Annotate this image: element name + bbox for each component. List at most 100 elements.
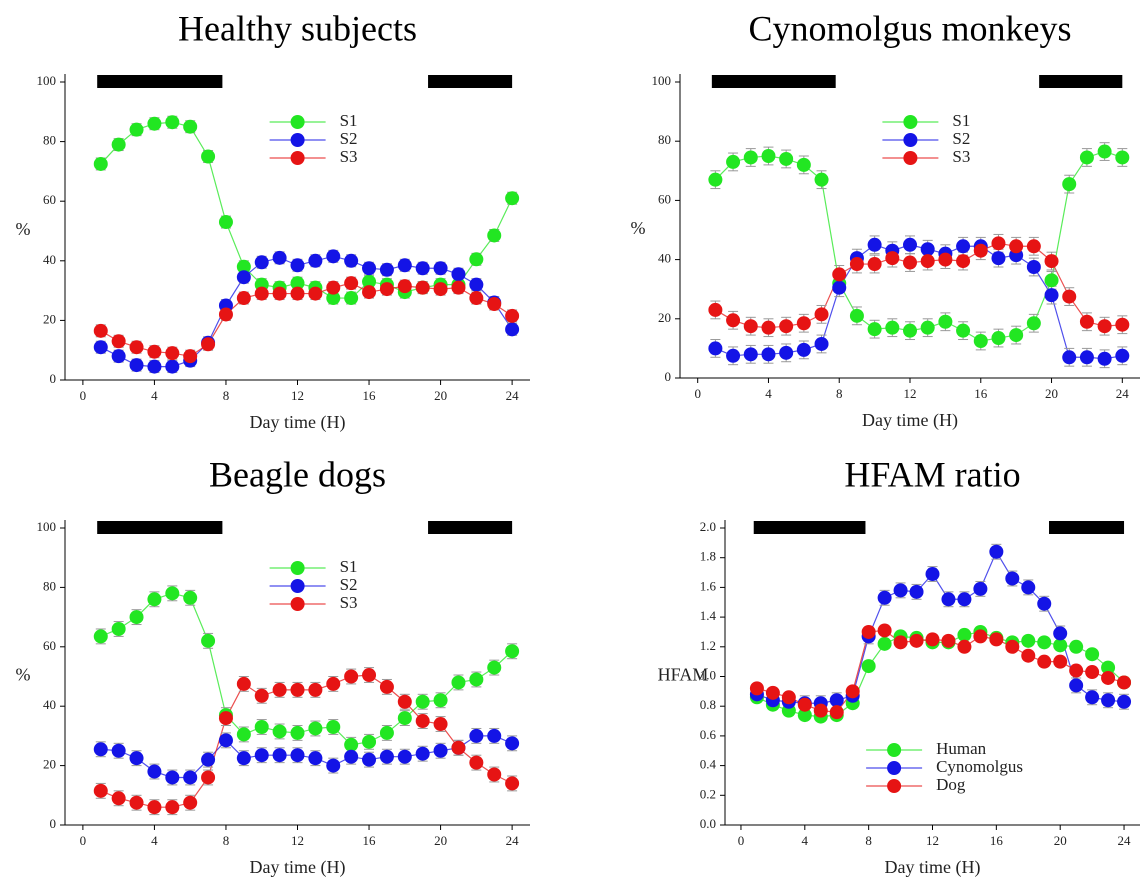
data-point <box>1053 626 1068 641</box>
data-point <box>147 592 162 607</box>
data-point <box>708 302 723 317</box>
data-point <box>433 717 448 732</box>
x-tick-label: 8 <box>836 386 843 401</box>
legend-marker <box>290 579 305 593</box>
data-point <box>1097 144 1112 159</box>
data-point <box>272 250 287 265</box>
data-point <box>362 285 377 300</box>
data-point <box>201 770 216 785</box>
data-point <box>165 770 180 785</box>
data-point <box>111 349 126 364</box>
dark-period <box>1039 75 1123 88</box>
data-point <box>344 291 359 306</box>
data-point <box>956 239 971 254</box>
data-point <box>845 684 860 699</box>
y-tick-label: 60 <box>658 191 671 206</box>
data-point <box>397 258 412 273</box>
y-tick-label: 40 <box>43 697 56 712</box>
data-point <box>111 791 126 806</box>
legend-label: S3 <box>952 147 970 166</box>
data-point <box>761 320 776 335</box>
legend-marker <box>887 743 902 757</box>
data-point <box>973 629 988 644</box>
data-point <box>1037 635 1052 650</box>
data-point <box>989 632 1004 647</box>
data-point <box>183 590 198 605</box>
data-point <box>487 728 502 743</box>
data-point <box>909 584 924 599</box>
x-tick-label: 8 <box>223 833 230 848</box>
data-point <box>236 727 251 742</box>
data-point <box>893 635 908 650</box>
dark-period <box>1049 521 1125 534</box>
y-tick-label: 40 <box>658 251 671 266</box>
data-point <box>272 748 287 763</box>
data-point <box>147 344 162 359</box>
dark-period <box>97 75 223 88</box>
x-axis-label: Day time (H) <box>250 412 346 433</box>
series-line <box>100 282 513 357</box>
data-point <box>326 280 341 295</box>
y-tick-label: 80 <box>43 578 56 593</box>
y-tick-label: 1.4 <box>700 608 717 623</box>
legend-marker <box>903 151 918 165</box>
x-tick-label: 12 <box>291 388 304 403</box>
x-tick-label: 24 <box>506 833 520 848</box>
data-point <box>991 251 1006 266</box>
data-point <box>326 291 341 306</box>
data-point <box>415 261 430 276</box>
data-point <box>451 740 466 755</box>
data-point <box>829 705 844 720</box>
y-tick-label: 100 <box>37 73 57 88</box>
panel: Cynomolgus monkeys 0 20 40 60 80 100 0 4 8 12 16 20 2… <box>631 8 1140 431</box>
data-point <box>362 752 377 767</box>
data-point <box>1021 580 1036 595</box>
data-point <box>362 668 377 683</box>
data-point <box>726 154 741 169</box>
data-point <box>765 685 780 700</box>
data-point <box>1069 639 1084 654</box>
x-tick-label: 4 <box>765 386 772 401</box>
data-point <box>1009 328 1024 343</box>
data-point <box>201 149 216 164</box>
data-point <box>814 172 829 187</box>
data-point <box>218 733 233 748</box>
data-point <box>129 795 144 810</box>
x-tick-label: 8 <box>223 388 230 403</box>
data-point <box>832 267 847 282</box>
legend-label: Dog <box>936 775 966 794</box>
data-point <box>254 748 269 763</box>
data-point <box>920 242 935 257</box>
data-point <box>1026 239 1041 254</box>
x-axis-label: Day time (H) <box>862 410 958 431</box>
data-point <box>849 257 864 272</box>
y-tick-label: 80 <box>658 132 671 147</box>
data-point <box>487 297 502 312</box>
data-point <box>779 151 794 166</box>
data-point <box>726 313 741 328</box>
data-point <box>236 291 251 306</box>
series-line <box>756 550 1125 704</box>
data-point <box>1115 348 1130 363</box>
legend-label: S1 <box>340 557 358 576</box>
data-point <box>1021 633 1036 648</box>
data-point <box>290 725 305 740</box>
y-tick-label: 20 <box>43 311 56 326</box>
data-point <box>708 172 723 187</box>
data-point <box>93 340 108 355</box>
dark-period <box>711 75 836 88</box>
data-point <box>308 286 323 301</box>
data-point <box>111 743 126 758</box>
data-point <box>797 697 812 712</box>
data-point <box>749 681 764 696</box>
x-tick-label: 16 <box>990 833 1004 848</box>
data-point <box>183 795 198 810</box>
panel-title: Beagle dogs <box>209 454 386 494</box>
data-point <box>1044 288 1059 303</box>
data-point <box>1117 694 1132 709</box>
data-point <box>761 149 776 163</box>
data-point <box>1005 571 1020 586</box>
data-point <box>814 307 829 322</box>
data-point <box>938 252 953 267</box>
